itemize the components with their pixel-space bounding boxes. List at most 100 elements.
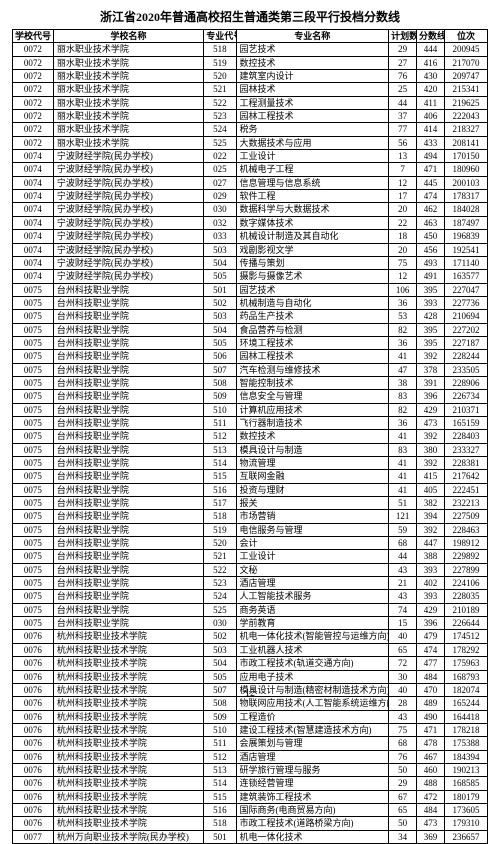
table-cell: 0075 <box>13 296 54 309</box>
table-cell: 121 <box>389 510 417 523</box>
table-row: 0072丽水职业技术学院520建筑室内设计76430209747 <box>13 70 488 83</box>
table-cell: 杭州科技职业技术学院 <box>53 750 203 763</box>
table-row: 0076杭州科技职业技术学院516国际商务(电商贸易方向)65484173605 <box>13 803 488 816</box>
page-number: 12 <box>0 688 500 699</box>
table-cell: 180960 <box>444 163 487 176</box>
table-cell: 82 <box>389 403 417 416</box>
table-row: 0072丽水职业技术学院522工程测量技术44411219625 <box>13 96 488 109</box>
table-cell: 512 <box>204 430 236 443</box>
table-cell: 22 <box>389 216 417 229</box>
table-cell: 503 <box>204 243 236 256</box>
table-cell: 0072 <box>13 123 54 136</box>
table-cell: 509 <box>204 710 236 723</box>
table-cell: 510 <box>204 403 236 416</box>
table-cell: 522 <box>204 96 236 109</box>
table-row: 0077杭州万向职业技术学院(民办学校)501机电一体化技术3436923665… <box>13 830 488 843</box>
table-cell: 228244 <box>444 350 487 363</box>
table-row: 0072丽水职业技术学院518园艺技术29444200945 <box>13 43 488 56</box>
table-cell: 研学旅行管理与服务 <box>236 763 389 776</box>
table-cell: 428 <box>417 310 445 323</box>
table-cell: 台州科技职业学院 <box>53 617 203 630</box>
table-cell: 033 <box>204 230 236 243</box>
table-cell: 杭州科技职业技术学院 <box>53 817 203 830</box>
table-cell: 汽车检测与维修技术 <box>236 363 389 376</box>
table-row: 0075台州科技职业学院511飞行器制造技术36473165159 <box>13 416 488 429</box>
table-cell: 0075 <box>13 416 54 429</box>
table-cell: 0072 <box>13 83 54 96</box>
table-cell: 台州科技职业学院 <box>53 483 203 496</box>
table-cell: 519 <box>204 56 236 69</box>
table-cell: 450 <box>417 230 445 243</box>
table-cell: 525 <box>204 136 236 149</box>
table-cell: 数据科学与大数据技术 <box>236 203 389 216</box>
col-school-code: 学校代号 <box>13 30 54 43</box>
table-cell: 190213 <box>444 763 487 776</box>
col-rank: 位次 <box>444 30 487 43</box>
table-cell: 36 <box>389 296 417 309</box>
table-cell: 232213 <box>444 497 487 510</box>
table-cell: 市场营销 <box>236 510 389 523</box>
table-cell: 168793 <box>444 670 487 683</box>
table-cell: 36 <box>389 416 417 429</box>
table-cell: 77 <box>389 123 417 136</box>
table-cell: 7 <box>389 163 417 176</box>
table-cell: 493 <box>417 256 445 269</box>
table-cell: 228906 <box>444 376 487 389</box>
table-cell: 518 <box>204 817 236 830</box>
table-cell: 杭州科技职业技术学院 <box>53 657 203 670</box>
table-cell: 0075 <box>13 577 54 590</box>
table-cell: 474 <box>417 190 445 203</box>
table-cell: 430 <box>417 70 445 83</box>
table-cell: 30 <box>389 670 417 683</box>
table-row: 0075台州科技职业学院515互联网金融41415217642 <box>13 470 488 483</box>
table-cell: 智能控制技术 <box>236 376 389 389</box>
table-row: 0075台州科技职业学院503药品生产技术53428210694 <box>13 310 488 323</box>
table-row: 0076杭州科技职业技术学院503工业机器人技术65474178292 <box>13 643 488 656</box>
table-row: 0074宁波财经学院(民办学校)022工业设计13494170150 <box>13 150 488 163</box>
table-cell: 219625 <box>444 96 487 109</box>
table-cell: 513 <box>204 763 236 776</box>
table-cell: 229892 <box>444 550 487 563</box>
table-row: 0075台州科技职业学院512数控技术41392228403 <box>13 430 488 443</box>
table-cell: 396 <box>417 390 445 403</box>
table-row: 0076杭州科技职业技术学院513研学旅行管理与服务50460190213 <box>13 763 488 776</box>
table-cell: 171140 <box>444 256 487 269</box>
table-cell: 台州科技职业学院 <box>53 457 203 470</box>
table-cell: 0075 <box>13 336 54 349</box>
table-cell: 516 <box>204 803 236 816</box>
table-cell: 179310 <box>444 817 487 830</box>
table-cell: 508 <box>204 376 236 389</box>
table-cell: 0075 <box>13 470 54 483</box>
table-cell: 65 <box>389 803 417 816</box>
table-cell: 宁波财经学院(民办学校) <box>53 216 203 229</box>
table-cell: 台州科技职业学院 <box>53 390 203 403</box>
table-cell: 酒店管理 <box>236 750 389 763</box>
table-cell: 0076 <box>13 710 54 723</box>
table-cell: 59 <box>389 523 417 536</box>
col-school-name: 学校名称 <box>53 30 203 43</box>
table-cell: 228381 <box>444 457 487 470</box>
table-cell: 522 <box>204 563 236 576</box>
table-cell: 丽水职业技术学院 <box>53 96 203 109</box>
table-cell: 462 <box>417 203 445 216</box>
table-cell: 524 <box>204 123 236 136</box>
table-cell: 505 <box>204 270 236 283</box>
table-cell: 165159 <box>444 416 487 429</box>
table-cell: 388 <box>417 550 445 563</box>
table-cell: 41 <box>389 430 417 443</box>
table-cell: 392 <box>417 430 445 443</box>
table-cell: 酒店管理 <box>236 577 389 590</box>
table-cell: 杭州科技职业技术学院 <box>53 763 203 776</box>
table-cell: 建设工程技术(智慧建造技术方向) <box>236 723 389 736</box>
table-cell: 429 <box>417 403 445 416</box>
table-cell: 479 <box>417 630 445 643</box>
table-cell: 机械电子工程 <box>236 163 389 176</box>
table-cell: 41 <box>389 483 417 496</box>
table-cell: 软件工程 <box>236 190 389 203</box>
table-cell: 0074 <box>13 150 54 163</box>
table-cell: 互联网金融 <box>236 470 389 483</box>
table-cell: 台州科技职业学院 <box>53 550 203 563</box>
table-cell: 37 <box>389 110 417 123</box>
table-cell: 大数据技术与应用 <box>236 136 389 149</box>
table-cell: 杭州科技职业技术学院 <box>53 723 203 736</box>
